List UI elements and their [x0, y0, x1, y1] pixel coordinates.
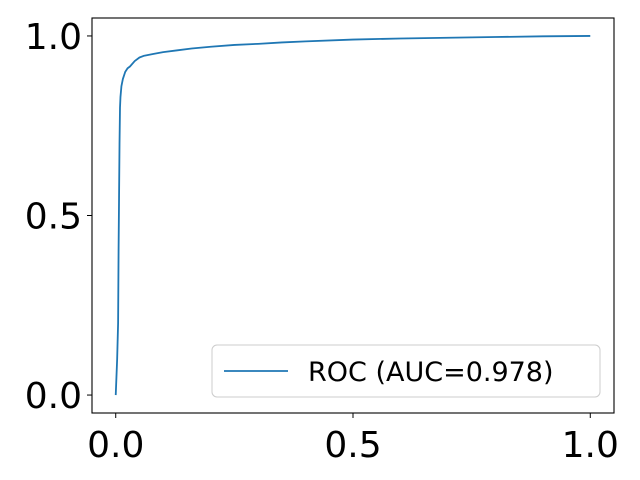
legend-label: ROC (AUC=0.978) [308, 357, 554, 388]
y-axis: 0.0 0.5 1.0 [25, 17, 92, 417]
y-tick-label: 0.0 [25, 376, 82, 417]
y-tick-label: 0.5 [25, 197, 82, 238]
roc-curve-line [114, 35, 591, 396]
x-tick-label: 0.5 [324, 425, 381, 466]
x-axis: 0.0 0.5 1.0 [87, 413, 619, 466]
legend-box [211, 344, 601, 398]
x-tick-label: 1.0 [562, 425, 619, 466]
y-tick-label: 1.0 [25, 17, 82, 58]
x-tick-label: 0.0 [87, 425, 144, 466]
legend: ROC (AUC=0.978) [211, 344, 601, 398]
